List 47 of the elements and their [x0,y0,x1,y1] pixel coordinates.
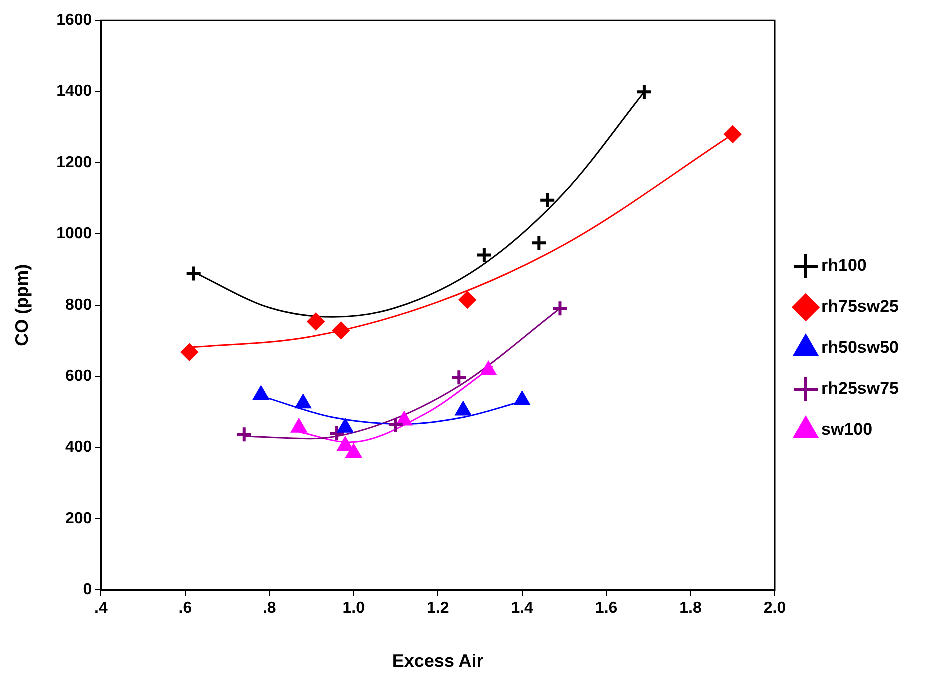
point [450,369,468,386]
legend-label: sw100 [822,420,873,440]
point [254,386,269,400]
legend-label: rh75sw25 [822,297,900,316]
point [514,392,530,406]
point [476,246,493,264]
x-axis-title: Excess Air [392,651,484,672]
point [552,300,569,318]
x-tick-label: 1.8 [680,600,702,618]
y-axis-title: CO (ppm) [12,264,32,346]
point [539,192,556,209]
point [456,402,471,416]
y-tick-label: 0 [83,582,92,599]
point [181,344,198,361]
point [296,395,311,409]
x-tick-label: 1.0 [342,600,366,618]
legend-label: rh25sw75 [822,379,900,398]
y-tick-label: 600 [65,368,92,386]
point [332,322,350,340]
point [185,265,202,282]
legend-label: rh50sw50 [822,338,900,358]
y-tick-label: 1600 [56,12,92,30]
point [724,126,742,144]
point [481,362,496,376]
point [530,234,548,252]
y-tick-label: 400 [65,439,92,456]
y-tick-label: 1000 [56,226,92,243]
x-tick-label: .6 [178,600,192,618]
x-tick-label: 1.4 [511,600,534,618]
x-tick-label: 1.2 [426,600,450,618]
legend-label: rh100 [822,256,867,276]
point [459,292,476,309]
x-tick-label: .4 [94,600,108,618]
x-tick-label: .8 [262,600,276,618]
point [307,313,324,330]
point [346,444,362,458]
y-tick-label: 200 [65,510,92,528]
point [292,419,307,433]
point [338,419,354,433]
point [338,438,354,452]
x-tick-label: 2.0 [764,600,786,618]
y-tick-label: 1200 [56,154,92,172]
x-tick-label: 1.6 [595,600,618,618]
point [636,84,653,101]
y-tick-label: 800 [65,296,92,314]
point [396,412,412,426]
y-tick-label: 1400 [56,83,92,100]
